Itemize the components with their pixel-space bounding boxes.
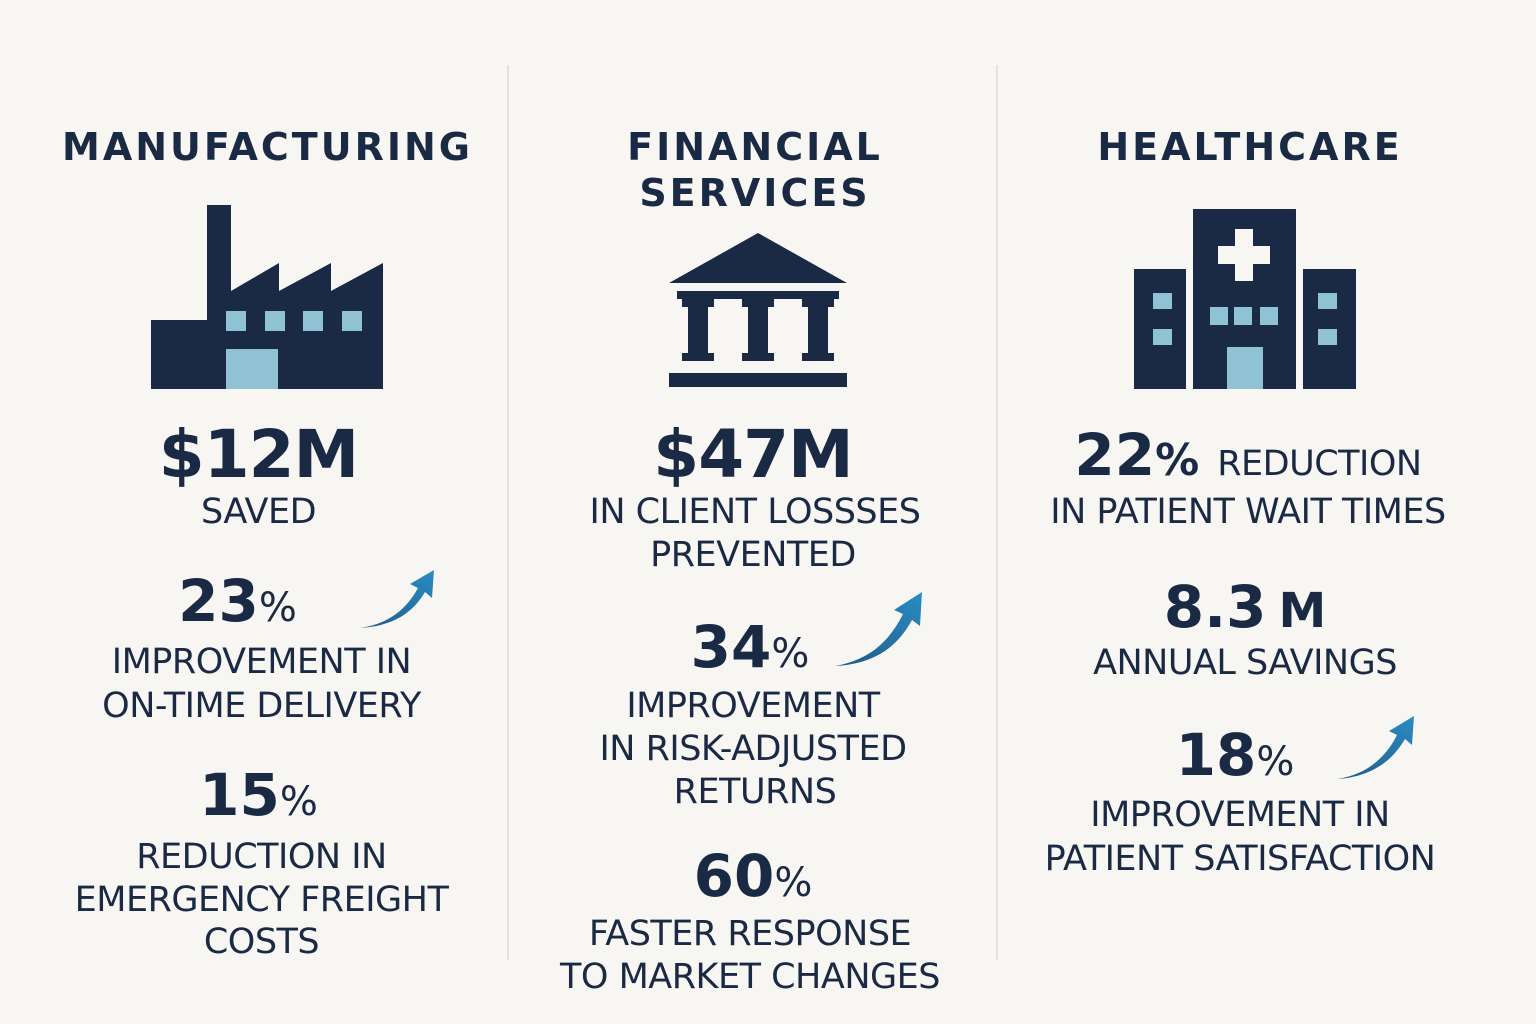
financial-losses-label-1: IN CLIENT LOSSSES	[589, 492, 921, 532]
healthcare-wait-label: IN PATIENT WAIT TIMES	[1050, 492, 1446, 532]
healthcare-wait-value: 22% REDUCTION	[1074, 421, 1422, 489]
healthcare-title: HEALTHCARE	[1097, 125, 1403, 169]
manufacturing-freight-value: 15%	[199, 761, 318, 829]
manufacturing-delivery-label-2: ON-TIME DELIVERY	[102, 686, 421, 726]
healthcare-satisfaction-value: 18%	[1175, 721, 1295, 789]
trend-up-arrow-icon	[1337, 716, 1414, 779]
financial-losses-label-2: PREVENTED	[650, 535, 856, 575]
healthcare-satisfaction-label-1: IMPROVEMENT IN	[1090, 795, 1390, 835]
healthcare-savings-label: ANNUAL SAVINGS	[1093, 643, 1397, 683]
financial-title-line-2: SERVICES	[639, 171, 871, 215]
hospital-icon	[1134, 209, 1356, 389]
financial-returns-label-3: RETURNS	[673, 772, 837, 812]
manufacturing-freight-label-1: REDUCTION IN	[136, 837, 387, 877]
manufacturing-savings-label: SAVED	[200, 492, 317, 532]
bank-icon	[669, 233, 847, 387]
financial-returns-value: 34%	[690, 613, 810, 681]
financial-response-value: 60%	[693, 842, 813, 910]
trend-up-arrow-icon	[835, 592, 922, 666]
financial-returns-label-2: IN RISK-ADJUSTED	[599, 729, 907, 769]
financial-response-label-2: TO MARKET CHANGES	[560, 957, 940, 997]
manufacturing-title: MANUFACTURING	[62, 125, 473, 169]
column-divider-right	[996, 65, 998, 960]
manufacturing-freight-label-3: COSTS	[203, 922, 320, 962]
financial-returns-label-1: IMPROVEMENT	[626, 686, 880, 726]
manufacturing-column: MANUFACTURING $12M SAVED 23% IMPROVEMENT…	[40, 0, 495, 1024]
manufacturing-delivery-label-1: IMPROVEMENT IN	[111, 642, 412, 682]
healthcare-column: HEALTHCARE 22% REDUCTION IN PATIENT WAIT …	[1015, 0, 1485, 1024]
manufacturing-savings-value: $12M	[158, 416, 359, 493]
trend-up-arrow-icon	[360, 570, 434, 628]
column-divider-left	[507, 65, 509, 960]
manufacturing-freight-label-2: EMERGENCY FREIGHT	[74, 880, 449, 920]
financial-response-label-1: FASTER RESPONSE	[588, 914, 912, 954]
financial-column: FINANCIAL SERVICES $47M IN CLIENT LOSSSE…	[525, 0, 985, 1024]
healthcare-satisfaction-label-2: PATIENT SATISFACTION	[1044, 839, 1436, 879]
healthcare-savings-value: 8.3 M	[1163, 573, 1327, 641]
factory-icon	[151, 205, 383, 389]
financial-title-line-1: FINANCIAL	[627, 125, 883, 169]
financial-losses-value: $47M	[653, 416, 853, 493]
manufacturing-delivery-value: 23%	[178, 567, 297, 635]
